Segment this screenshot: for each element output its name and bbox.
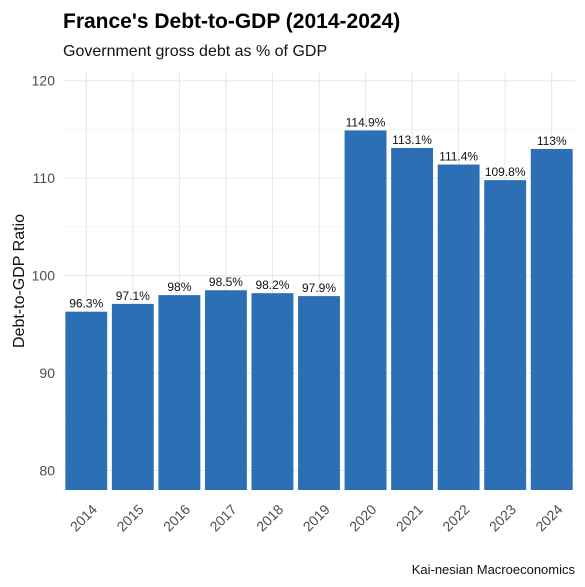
data-label-2024: 113% bbox=[537, 134, 567, 148]
bar-2020 bbox=[344, 130, 387, 491]
chart-title: France's Debt-to-GDP (2014-2024) bbox=[63, 10, 400, 33]
data-label-2020: 114.9% bbox=[346, 115, 386, 129]
x-tick-label-2020: 2020 bbox=[346, 501, 379, 534]
x-tick-label-2023: 2023 bbox=[486, 501, 519, 534]
x-tick-label-2022: 2022 bbox=[439, 501, 472, 534]
data-label-2017: 98.5% bbox=[209, 275, 243, 289]
x-tick-label-2015: 2015 bbox=[113, 501, 146, 534]
y-axis-ticks: 80 90 100 110 120 bbox=[32, 73, 56, 479]
y-tick-label: 90 bbox=[39, 365, 55, 381]
x-tick-label-2014: 2014 bbox=[67, 501, 100, 534]
x-tick-label-2017: 2017 bbox=[206, 501, 239, 534]
data-label-2022: 111.4% bbox=[439, 150, 478, 164]
y-axis-label: Debt-to-GDP Ratio bbox=[11, 214, 28, 348]
bar-2021 bbox=[391, 147, 434, 490]
bar-2018 bbox=[251, 293, 294, 490]
x-tick-label-2024: 2024 bbox=[532, 501, 565, 534]
data-label-2018: 98.2% bbox=[255, 278, 289, 292]
bar-2024 bbox=[530, 148, 573, 490]
data-label-2014: 96.3% bbox=[69, 297, 103, 311]
x-tick-label-2019: 2019 bbox=[300, 501, 333, 534]
data-label-2021: 113.1% bbox=[392, 133, 432, 147]
data-label-2016: 98% bbox=[167, 280, 191, 294]
bar-2019 bbox=[298, 296, 340, 490]
chart-subtitle: Government gross debt as % of GDP bbox=[63, 43, 327, 60]
y-tick-label: 110 bbox=[33, 170, 56, 186]
x-axis-ticks: 2014 2015 2016 2017 2018 2019 2020 2021 2022 2023… bbox=[67, 501, 566, 534]
bar-2014 bbox=[65, 311, 108, 490]
x-tick-label-2018: 2018 bbox=[253, 501, 286, 534]
x-tick-label-2016: 2016 bbox=[160, 501, 193, 534]
bar-2016 bbox=[158, 295, 201, 490]
bar-2022 bbox=[437, 164, 480, 490]
data-label-2019: 97.9% bbox=[302, 281, 336, 295]
y-tick-label: 100 bbox=[32, 268, 56, 284]
chart-caption: Kai-nesian Macroeconomics bbox=[412, 562, 576, 577]
x-tick-label-2021: 2021 bbox=[393, 501, 426, 534]
y-tick-label: 80 bbox=[39, 463, 55, 479]
bar-2015 bbox=[111, 303, 154, 490]
bars bbox=[65, 130, 573, 491]
data-label-2023: 109.8% bbox=[485, 165, 526, 179]
y-tick-label: 120 bbox=[32, 73, 56, 89]
bar-2023 bbox=[484, 180, 527, 490]
data-label-2015: 97.1% bbox=[116, 289, 150, 303]
bar-2017 bbox=[204, 290, 247, 490]
data-labels: 96.3% 97.1% 98% 98.5% 98.2% 97.9% 114.9% 113.1%… bbox=[69, 115, 567, 310]
